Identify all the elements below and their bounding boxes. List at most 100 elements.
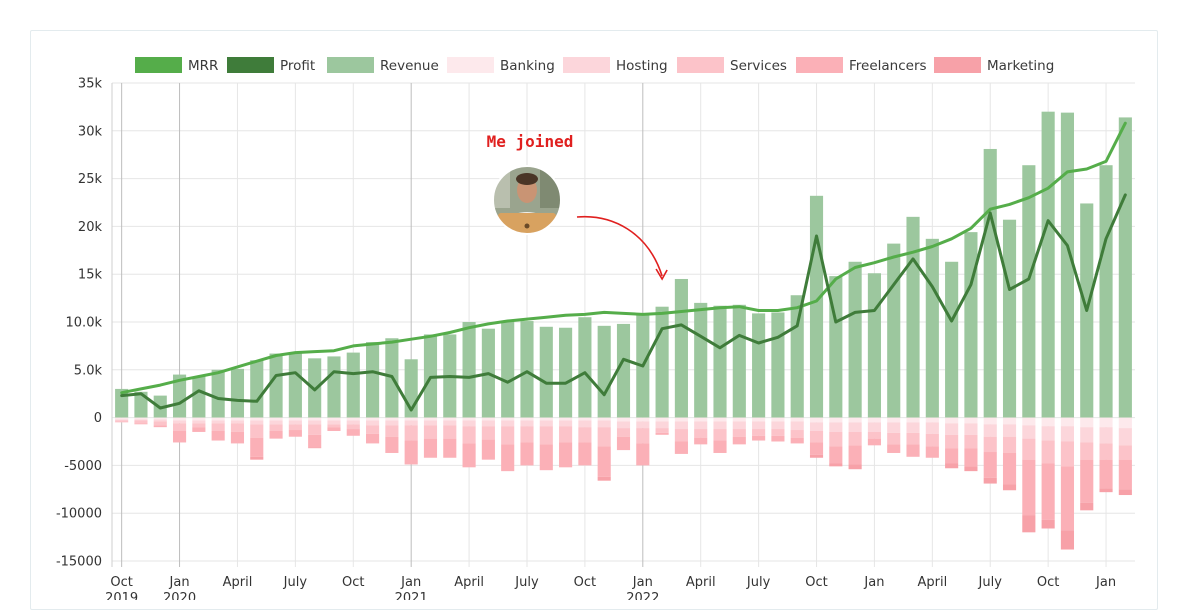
bar-freelancers	[462, 443, 476, 468]
legend-item-profit: Profit	[227, 57, 315, 74]
x-tick-label: Jan	[863, 575, 884, 590]
bar-hosting	[115, 419, 129, 421]
bar-freelancers	[790, 437, 804, 444]
bar-services	[945, 434, 959, 449]
series-freelancers	[134, 423, 1132, 531]
y-tick-label: 30k	[78, 124, 103, 139]
bar-banking	[1041, 417, 1055, 427]
bar-freelancers	[578, 442, 592, 466]
bar-freelancers	[983, 452, 997, 478]
bar-freelancers	[153, 425, 167, 428]
bar-marketing	[1118, 489, 1132, 496]
bar-marketing	[964, 466, 978, 472]
legend-item-revenue: Revenue	[327, 57, 439, 74]
x-tick-label: April	[686, 575, 716, 590]
bar-services	[423, 425, 438, 439]
bar-hosting	[192, 420, 206, 424]
x-tick-label: Oct	[805, 575, 827, 590]
bar-hosting	[559, 420, 573, 427]
bar-freelancers	[172, 430, 187, 443]
bar-services	[1041, 440, 1055, 464]
avatar-border	[492, 165, 562, 235]
bar-freelancers	[1080, 459, 1094, 503]
bar-services	[308, 424, 322, 435]
bar-freelancers	[269, 430, 283, 439]
bar-hosting	[1060, 426, 1075, 442]
bar-services	[1099, 443, 1113, 460]
bar-revenue	[887, 243, 901, 418]
legend-swatch	[934, 57, 981, 73]
bar-hosting	[153, 419, 167, 422]
bar-revenue	[578, 317, 592, 418]
bar-hosting	[1118, 428, 1132, 446]
bar-hosting	[385, 420, 399, 426]
bar-services	[752, 429, 766, 436]
bar-services	[790, 430, 804, 438]
bar-banking	[790, 417, 804, 422]
bar-hosting	[423, 420, 438, 426]
legend-swatch	[447, 57, 494, 73]
bar-revenue	[1041, 111, 1055, 418]
bar-hosting	[269, 420, 283, 425]
bar-banking	[134, 417, 148, 420]
bar-freelancers	[1099, 459, 1113, 489]
bar-services	[983, 436, 997, 453]
legend-label: Hosting	[616, 58, 668, 74]
bar-revenue	[771, 312, 785, 418]
bar-hosting	[906, 422, 920, 433]
bar-freelancers	[887, 444, 901, 453]
bar-freelancers	[694, 437, 708, 445]
bar-services	[887, 432, 901, 445]
bar-services	[288, 424, 302, 431]
bar-freelancers	[520, 442, 534, 466]
bar-hosting	[616, 421, 631, 429]
y-tick-label: -5000	[64, 459, 102, 474]
bar-marketing	[983, 477, 997, 484]
bar-hosting	[308, 420, 322, 425]
bar-revenue	[1060, 112, 1075, 418]
bar-services	[443, 425, 457, 439]
bar-hosting	[1080, 427, 1094, 443]
bar-hosting	[520, 420, 534, 427]
bar-banking	[269, 417, 283, 421]
y-tick-label: 35k	[78, 77, 103, 92]
bar-freelancers	[771, 435, 785, 442]
bar-revenue	[983, 148, 997, 418]
bar-banking	[964, 417, 978, 424]
x-tick-label: April	[223, 575, 253, 590]
bar-revenue	[848, 261, 862, 418]
bar-services	[134, 420, 148, 424]
y-tick-label: 10.0k	[66, 316, 103, 331]
bar-services	[559, 426, 573, 443]
bar-hosting	[1099, 427, 1113, 444]
bar-marketing	[1002, 484, 1017, 491]
bar-revenue	[346, 352, 360, 418]
bar-freelancers	[809, 442, 824, 455]
bar-freelancers	[346, 429, 360, 436]
bar-banking	[578, 417, 592, 421]
bar-revenue	[867, 273, 881, 418]
bar-freelancers	[636, 443, 650, 466]
bar-banking	[887, 417, 901, 423]
bar-freelancers	[211, 430, 225, 441]
bar-hosting	[230, 420, 245, 424]
bar-marketing	[809, 454, 824, 458]
bar-services	[655, 428, 669, 433]
bar-freelancers	[616, 436, 631, 451]
bar-hosting	[1022, 425, 1036, 439]
bar-freelancers	[674, 441, 688, 454]
bar-banking	[539, 417, 553, 421]
annotation-arrowhead	[655, 268, 668, 281]
y-tick-label: 20k	[78, 220, 103, 235]
bar-freelancers	[1041, 463, 1055, 520]
bar-freelancers	[288, 430, 302, 437]
bar-hosting	[1041, 426, 1055, 441]
bar-banking	[501, 417, 515, 421]
bar-services	[211, 423, 225, 431]
bar-hosting	[501, 420, 515, 427]
legend-label: Profit	[280, 58, 315, 74]
bar-banking	[713, 417, 727, 422]
bar-services	[578, 427, 592, 443]
bar-hosting	[848, 422, 862, 432]
bar-freelancers	[1118, 459, 1132, 490]
